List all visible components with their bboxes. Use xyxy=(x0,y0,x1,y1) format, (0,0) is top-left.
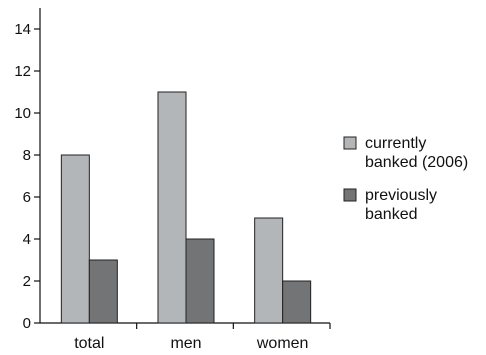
y-tick-label: 10 xyxy=(14,105,31,122)
legend-label-currently-banked: banked (2006) xyxy=(365,154,468,171)
bar-total-currently-banked xyxy=(60,154,90,324)
y-tick-label: 0 xyxy=(23,315,31,332)
x-category-label: women xyxy=(256,335,309,352)
legend-label-previously-banked: banked xyxy=(365,206,418,223)
y-tick-label: 14 xyxy=(14,21,31,38)
bar-women-currently-banked xyxy=(254,217,284,324)
y-tick-label: 6 xyxy=(23,189,31,206)
y-tick-label: 4 xyxy=(23,231,31,248)
legend-label-currently-banked: currently xyxy=(365,135,426,152)
x-category-label: total xyxy=(74,335,104,352)
bar-men-previously-banked xyxy=(185,238,215,324)
bar-men-currently-banked xyxy=(157,91,187,324)
y-tick-label: 2 xyxy=(23,273,31,290)
y-tick-label: 8 xyxy=(23,147,31,164)
x-category-label: men xyxy=(170,335,201,352)
y-tick-label: 12 xyxy=(14,63,31,80)
legend-swatch-currently-banked xyxy=(343,136,357,150)
legend-label-previously-banked: previously xyxy=(365,187,437,204)
bar-total-previously-banked xyxy=(88,259,118,324)
bar-women-previously-banked xyxy=(282,280,312,324)
legend-swatch-previously-banked xyxy=(343,188,357,202)
